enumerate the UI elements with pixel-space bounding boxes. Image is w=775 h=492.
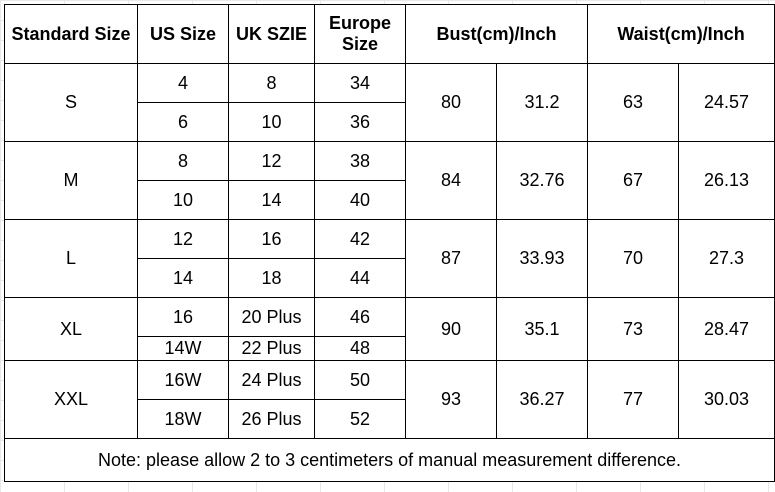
us-size-cell: 10 bbox=[137, 180, 229, 220]
bust-cm-cell: 90 bbox=[405, 297, 497, 361]
europe-size-cell: 44 bbox=[314, 258, 406, 298]
standard-size-cell: M bbox=[4, 141, 138, 220]
us-size-cell: 12 bbox=[137, 219, 229, 259]
header-europe-size: Europe Size bbox=[314, 4, 406, 64]
waist-cm-cell: 77 bbox=[587, 360, 680, 439]
uk-size-cell: 8 bbox=[228, 63, 315, 103]
standard-size-cell: L bbox=[4, 219, 138, 298]
waist-inch-cell: 28.47 bbox=[678, 297, 775, 361]
us-size-cell: 16W bbox=[137, 360, 229, 400]
europe-size-cell: 52 bbox=[314, 399, 406, 439]
waist-inch-cell: 24.57 bbox=[678, 63, 775, 142]
table-row: 14W 22 Plus 48 bbox=[5, 336, 775, 361]
standard-size-cell: XL bbox=[4, 297, 138, 361]
europe-size-cell: 34 bbox=[314, 63, 406, 103]
us-size-cell: 14 bbox=[137, 258, 229, 298]
waist-cm-cell: 63 bbox=[587, 63, 680, 142]
table-row: 6 10 36 bbox=[5, 102, 775, 142]
us-size-cell: 6 bbox=[137, 102, 229, 142]
table-row: S 4 8 34 80 31.2 63 24.57 bbox=[4, 63, 775, 142]
us-size-cell: 18W bbox=[137, 399, 229, 439]
size-chart-table: Standard Size US Size UK SZIE Europe Siz… bbox=[3, 4, 775, 482]
uk-size-cell: 18 bbox=[228, 258, 315, 298]
uk-size-cell: 16 bbox=[228, 219, 315, 259]
uk-size-cell: 24 Plus bbox=[228, 360, 315, 400]
note-row: Note: please allow 2 to 3 centimeters of… bbox=[3, 438, 775, 482]
waist-inch-cell: 27.3 bbox=[678, 219, 775, 298]
measurement-note: Note: please allow 2 to 3 centimeters of… bbox=[3, 438, 775, 482]
table-row: XXL 16W 24 Plus 50 93 36.27 77 30.03 bbox=[4, 360, 775, 439]
header-standard-size: Standard Size bbox=[4, 4, 138, 64]
table-row: 10 14 40 bbox=[5, 180, 775, 220]
standard-size-cell: S bbox=[4, 63, 138, 142]
europe-size-cell: 48 bbox=[314, 336, 406, 361]
uk-size-cell: 26 Plus bbox=[228, 399, 315, 439]
waist-inch-cell: 26.13 bbox=[678, 141, 775, 220]
bust-cm-cell: 87 bbox=[405, 219, 497, 298]
bust-inch-cell: 31.2 bbox=[495, 63, 589, 142]
header-us-size: US Size bbox=[137, 4, 229, 64]
us-size-cell: 14W bbox=[137, 336, 229, 361]
us-size-cell: 8 bbox=[137, 141, 229, 181]
waist-cm-cell: 67 bbox=[587, 141, 680, 220]
header-uk-size: UK SZIE bbox=[228, 4, 315, 64]
europe-size-cell: 38 bbox=[314, 141, 406, 181]
bust-inch-cell: 35.1 bbox=[495, 297, 589, 361]
standard-size-cell: XXL bbox=[4, 360, 138, 439]
bust-inch-cell: 33.93 bbox=[495, 219, 589, 298]
table-body: S 4 8 34 80 31.2 63 24.57 6 10 36 M 8 12 38 84 32.76 67 26… bbox=[4, 63, 775, 439]
waist-inch-cell: 30.03 bbox=[678, 360, 775, 439]
bust-cm-cell: 84 bbox=[405, 141, 497, 220]
uk-size-cell: 20 Plus bbox=[228, 297, 315, 337]
europe-size-cell: 46 bbox=[314, 297, 406, 337]
europe-size-cell: 50 bbox=[314, 360, 406, 400]
header-bust: Bust(cm)/Inch bbox=[404, 4, 589, 64]
bust-inch-cell: 32.76 bbox=[495, 141, 589, 220]
header-row: Standard Size US Size UK SZIE Europe Siz… bbox=[4, 4, 775, 64]
uk-size-cell: 12 bbox=[228, 141, 315, 181]
table-row: L 12 16 42 87 33.93 70 27.3 bbox=[4, 219, 775, 298]
header-waist: Waist(cm)/Inch bbox=[587, 4, 775, 64]
bust-cm-cell: 80 bbox=[405, 63, 497, 142]
us-size-cell: 4 bbox=[137, 63, 229, 103]
uk-size-cell: 22 Plus bbox=[228, 336, 315, 361]
us-size-cell: 16 bbox=[137, 297, 229, 337]
header-europe-line2: Size bbox=[341, 34, 379, 54]
uk-size-cell: 14 bbox=[228, 180, 315, 220]
waist-cm-cell: 73 bbox=[587, 297, 680, 361]
bust-cm-cell: 93 bbox=[405, 360, 497, 439]
waist-cm-cell: 70 bbox=[587, 219, 680, 298]
table-row: M 8 12 38 84 32.76 67 26.13 bbox=[4, 141, 775, 220]
table-row: XL 16 20 Plus 46 90 35.1 73 28.47 bbox=[4, 297, 775, 361]
bust-inch-cell: 36.27 bbox=[495, 360, 589, 439]
europe-size-cell: 40 bbox=[314, 180, 406, 220]
header-europe-line1: Europe bbox=[328, 13, 391, 33]
europe-size-cell: 42 bbox=[314, 219, 406, 259]
uk-size-cell: 10 bbox=[228, 102, 315, 142]
europe-size-cell: 36 bbox=[314, 102, 406, 142]
